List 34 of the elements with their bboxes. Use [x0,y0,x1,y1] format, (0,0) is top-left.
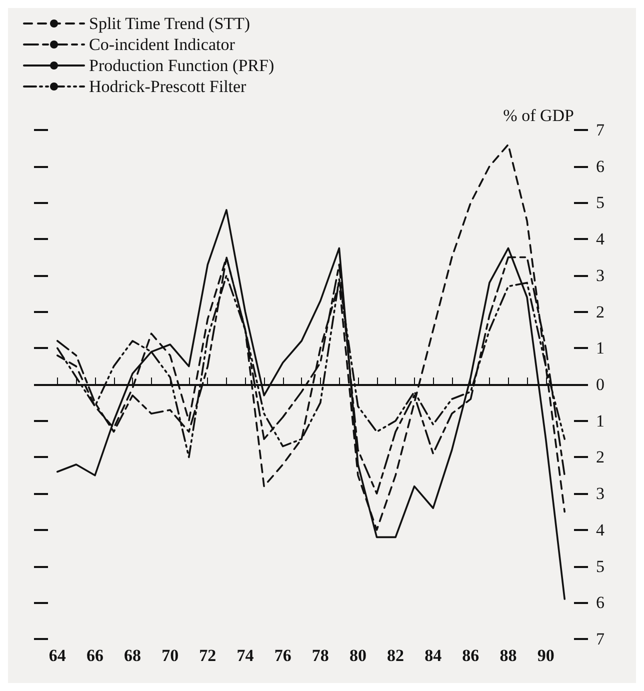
x-tick-label: 86 [462,646,480,665]
y-tick-label: 3 [596,266,604,285]
x-tick-label: 66 [86,646,104,665]
x-tick-label: 82 [387,646,404,665]
y-tick-label: 4 [596,230,605,249]
legend-label: Hodrick-Prescott Filter [89,77,247,96]
y-tick-label: 2 [596,448,604,467]
x-tick-label: 72 [199,646,216,665]
y-tick-label: 1 [596,411,604,430]
x-tick-label: 68 [124,646,142,665]
x-tick-label: 90 [537,646,554,665]
y-tick-label: 6 [596,593,604,612]
x-tick-label: 70 [162,646,179,665]
x-tick-label: 80 [349,646,366,665]
x-tick-label: 78 [312,646,329,665]
y-axis-title: % of GDP [503,106,574,125]
legend-label: Co-incident Indicator [89,35,236,54]
y-tick-label: 5 [596,193,604,212]
y-tick-label: 0 [596,375,604,394]
x-tick-label: 76 [274,646,292,665]
x-tick-label: 74 [236,646,254,665]
x-tick-label: 88 [500,646,517,665]
legend-label: Split Time Trend (STT) [89,14,250,33]
x-tick-label: 64 [48,646,66,665]
y-tick-label: 5 [596,556,604,576]
y-tick-label: 2 [596,302,604,322]
y-tick-label: 3 [596,484,604,504]
y-tick-label: 4 [596,520,605,540]
y-tick-label: 1 [596,338,604,358]
legend-label: Production Function (PRF) [89,56,274,75]
y-tick-label: 6 [596,156,604,176]
y-tick-label: 7 [596,630,605,648]
y-tick-label: 7 [596,120,605,140]
x-tick-label: 84 [424,646,442,665]
